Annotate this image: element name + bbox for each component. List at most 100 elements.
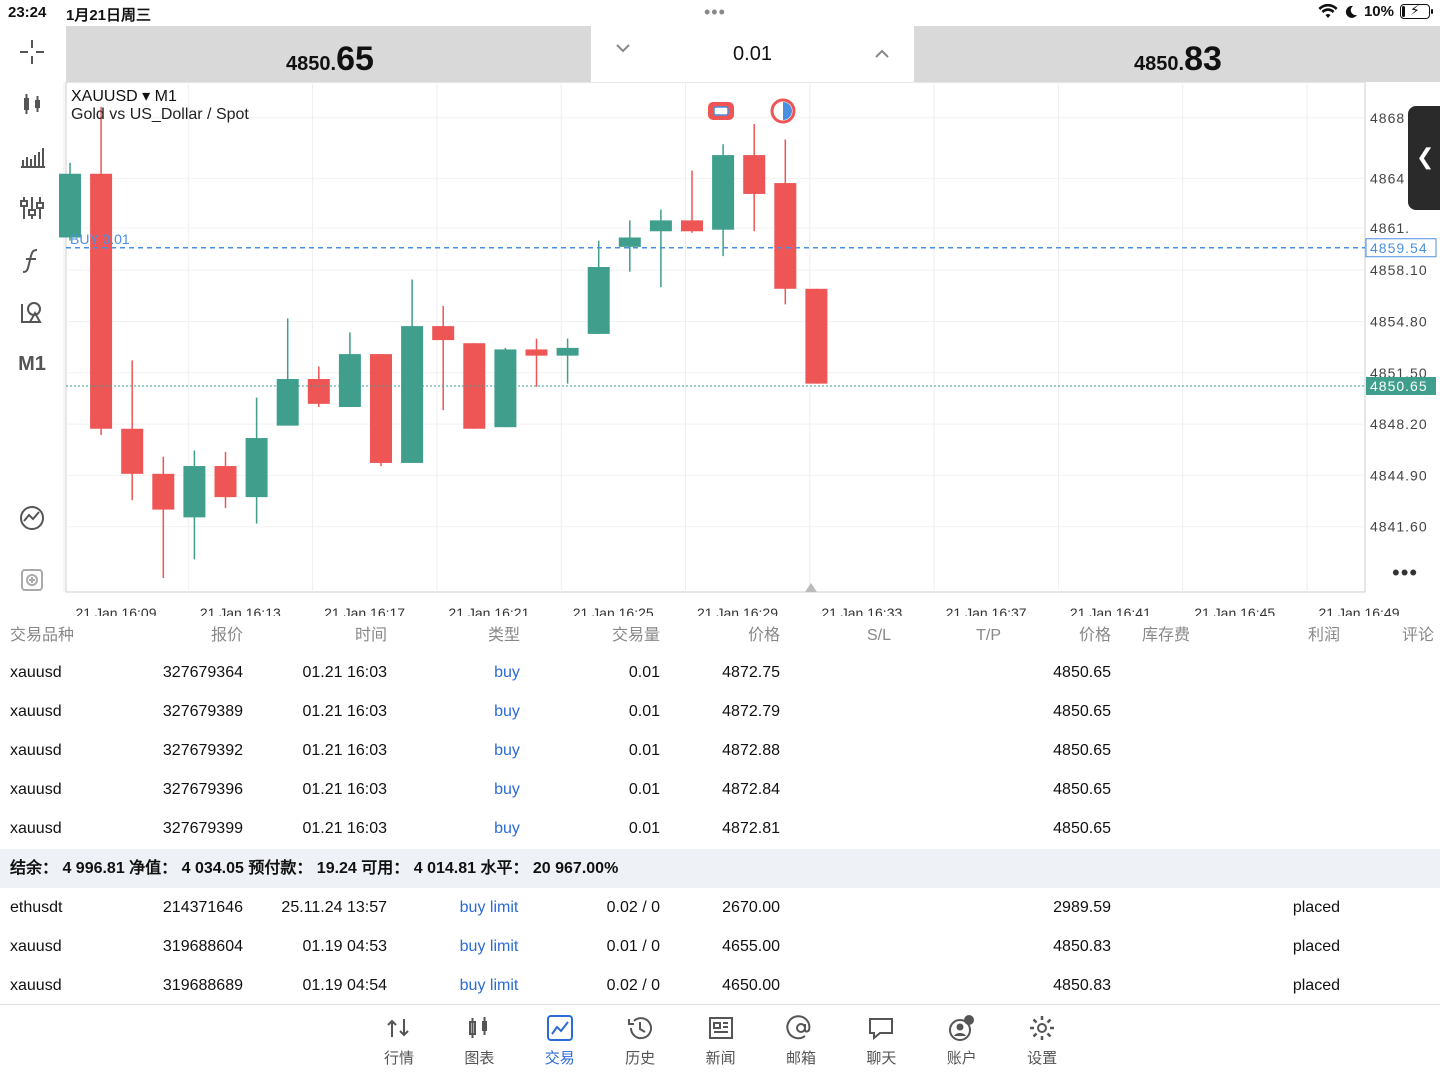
nav-item-quotes[interactable]: 行情	[364, 1013, 434, 1068]
bar-indicator-icon[interactable]	[12, 136, 52, 176]
indicator-chart-icon[interactable]	[12, 498, 52, 538]
nav-item-news[interactable]: 新闻	[686, 1013, 756, 1068]
order-type: buy limit	[459, 899, 519, 916]
position-symbol: xauusd	[10, 703, 62, 720]
candle-body	[774, 183, 797, 289]
price-chart[interactable]: 21 Jan 16:09 21 Jan 16:13 21 Jan 16:17 21 J…	[0, 82, 1440, 616]
x-tick-label: 21 Jan 16:37	[946, 605, 1027, 616]
position-ticket: 327679392	[162, 742, 243, 759]
nav-item-settings[interactable]: 设置	[1007, 1013, 1077, 1068]
order-ticket: 214371646	[162, 899, 243, 916]
position-open-price: 4872.88	[722, 742, 780, 759]
history-icon	[628, 1017, 653, 1040]
x-tick-label: 21 Jan 16:13	[200, 605, 281, 616]
chevron-down-icon[interactable]	[611, 36, 635, 60]
position-volume: 0.01	[628, 664, 660, 681]
position-time: 01.21 16:03	[302, 703, 387, 720]
nav-item-history[interactable]: 历史	[605, 1013, 675, 1068]
buy-button[interactable]: 4850.83	[914, 26, 1440, 82]
chart-shift-marker[interactable]	[805, 583, 817, 592]
order-comment: placed	[1292, 977, 1340, 994]
chart-symbol[interactable]: XAUUSD ▾ M1	[71, 88, 177, 105]
chevron-up-icon[interactable]	[870, 42, 894, 66]
lot-value[interactable]: 0.01	[733, 43, 772, 65]
crosshair-icon[interactable]	[12, 32, 52, 72]
bottom-navigation: 行情 图表 交易 历史 新闻 邮箱 聊天 账户 设置	[0, 1004, 1440, 1080]
nav-item-trade[interactable]: 交易	[525, 1013, 595, 1068]
account-summary-text: 结余： 4 996.81 净值： 4 034.05 预付款： 19.24 可用：…	[10, 860, 619, 877]
chevron-left-icon: ❮	[1416, 144, 1435, 169]
column-header: 利润	[1307, 627, 1340, 644]
position-type: buy	[494, 820, 520, 837]
news-event-icon	[783, 102, 792, 120]
order-row[interactable]: xauusd 319688689 01.19 04:54 buy limit 0.02 …	[0, 966, 1440, 1005]
candle-body	[90, 173, 113, 429]
position-row[interactable]: xauusd 327679364 01.21 16:03 buy 0.01 4872.75…	[0, 653, 1440, 692]
wifi-icon	[1318, 3, 1338, 18]
bid-price-label: 4850.65	[1370, 378, 1428, 394]
y-tick-label: 4854.80	[1370, 313, 1428, 329]
account-summary: 结余： 4 996.81 净值： 4 034.05 预付款： 19.24 可用：…	[0, 849, 1440, 888]
order-price: 2670.00	[722, 899, 780, 916]
position-row[interactable]: xauusd 327679392 01.21 16:03 buy 0.01 4872.88…	[0, 731, 1440, 770]
x-tick-label: 21 Jan 16:17	[324, 605, 405, 616]
position-row[interactable]: xauusd 327679399 01.21 16:03 buy 0.01 4872.81…	[0, 809, 1440, 848]
nav-item-label: 账户	[946, 1050, 977, 1067]
sell-button[interactable]: 4850.65	[66, 26, 591, 82]
candle-body	[276, 378, 299, 426]
column-header: 交易量	[611, 627, 660, 644]
quotes-icon	[387, 1019, 409, 1037]
nav-item-chart[interactable]: 图表	[444, 1013, 514, 1068]
sliders-icon[interactable]	[12, 188, 52, 228]
position-type: buy	[494, 703, 520, 720]
order-row[interactable]: xauusd 319688604 01.19 04:53 buy limit 0.01 …	[0, 927, 1440, 966]
position-time: 01.21 16:03	[302, 664, 387, 681]
position-symbol: xauusd	[10, 781, 62, 798]
bid-price: 4850.65	[286, 40, 374, 78]
nav-item-chat[interactable]: 聊天	[846, 1013, 916, 1068]
objects-icon[interactable]	[12, 292, 52, 332]
position-row[interactable]: xauusd 327679396 01.21 16:03 buy 0.01 4872.84…	[0, 770, 1440, 809]
add-window-icon[interactable]	[12, 560, 52, 600]
column-header: 库存费	[1142, 627, 1191, 644]
position-symbol: xauusd	[10, 664, 62, 681]
multitask-dots-icon[interactable]: •••	[704, 2, 726, 22]
candle-body	[649, 220, 672, 232]
order-current-price: 4850.83	[1053, 938, 1111, 955]
x-tick-label: 21 Jan 16:21	[448, 605, 529, 616]
candlestick-icon[interactable]	[12, 84, 52, 124]
nav-item-account[interactable]: 账户	[927, 1013, 997, 1068]
candle-body	[525, 349, 548, 356]
x-tick-label: 21 Jan 16:33	[821, 605, 902, 616]
y-tick-label: 4864	[1370, 170, 1405, 186]
settings-icon	[1030, 1016, 1055, 1040]
column-header: 价格	[1078, 627, 1111, 644]
candle-body	[401, 326, 424, 463]
column-header: 评论	[1401, 627, 1434, 644]
candle-body	[494, 349, 517, 428]
position-open-price: 4872.75	[722, 664, 780, 681]
chart-canvas[interactable]: 21 Jan 16:09 21 Jan 16:13 21 Jan 16:17 21 J…	[0, 82, 1440, 616]
position-row[interactable]: xauusd 327679389 01.21 16:03 buy 0.01 4872.79…	[0, 692, 1440, 731]
order-symbol: xauusd	[10, 977, 62, 994]
battery-percent: 10%	[1363, 3, 1394, 20]
status-bar: 23:24 1月21日周三 ••• 10% ⚡	[0, 0, 1440, 26]
more-icon[interactable]: •••	[1392, 560, 1419, 585]
function-icon[interactable]	[12, 240, 52, 280]
order-row[interactable]: ethusdt 214371646 25.11.24 13:57 buy limit 0…	[0, 888, 1440, 927]
candle-body	[245, 438, 268, 498]
order-volume: 0.02 / 0	[606, 899, 660, 916]
candle-body	[121, 428, 144, 474]
order-volume: 0.01 / 0	[606, 938, 660, 955]
quote-bar: 4850.65 0.01 4850.83	[66, 26, 1440, 82]
candle-body	[152, 473, 175, 510]
order-time: 01.19 04:53	[302, 938, 387, 955]
nav-item-mail[interactable]: 邮箱	[766, 1013, 836, 1068]
position-current-price: 4850.65	[1053, 742, 1111, 759]
column-header: 报价	[210, 627, 243, 644]
order-price-label: 4859.54	[1370, 240, 1428, 256]
position-type: buy	[494, 781, 520, 798]
position-volume: 0.01	[628, 742, 660, 759]
side-panel-tab[interactable]: ❮	[1408, 106, 1440, 210]
timeframe-button[interactable]: M1	[18, 352, 46, 375]
